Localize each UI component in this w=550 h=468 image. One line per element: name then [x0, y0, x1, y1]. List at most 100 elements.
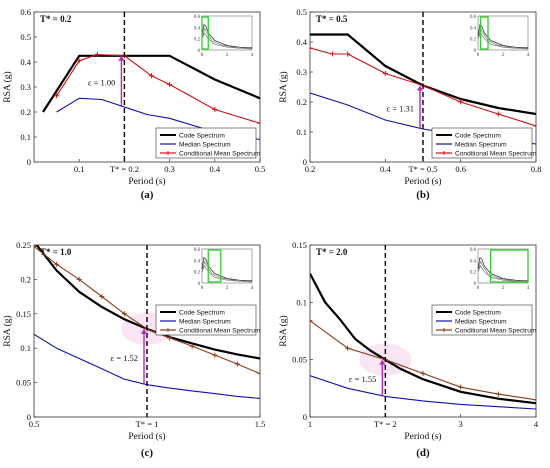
legend-label-1: Median Spectrum	[455, 319, 507, 326]
inset-frame	[477, 15, 529, 51]
inset-y-label: 0.4	[194, 26, 201, 31]
series-point	[121, 311, 127, 317]
x-tick-label: 4	[534, 419, 539, 429]
inset-y-label: 0.2	[470, 271, 477, 276]
series-point	[310, 318, 313, 324]
series-point	[310, 45, 313, 51]
inset-y-label: 0.6	[194, 248, 201, 253]
tstar-corner-label: T* = 0.2	[40, 14, 72, 24]
inset-y-label: 0	[474, 282, 477, 287]
legend-label-1: Median Spectrum	[179, 142, 231, 149]
series-point	[533, 123, 536, 129]
y-axis-title: RSA (g)	[2, 71, 13, 102]
inset-curve	[201, 27, 253, 49]
inset-frame	[477, 248, 529, 284]
tstar-corner-label: T* = 0.5	[316, 14, 348, 24]
series-line-0	[310, 273, 536, 405]
x-tick-label: T* = 1	[136, 419, 159, 429]
series-point	[212, 107, 218, 112]
inset-curve	[201, 256, 253, 282]
panel-label: (d)	[416, 447, 430, 459]
series-point	[149, 73, 155, 79]
x-tick-label: 0.3	[164, 164, 175, 174]
inset-zoom-box	[201, 16, 209, 50]
inset-y-label: 0.6	[470, 248, 477, 253]
epsilon-label: ε = 1.55	[349, 374, 377, 384]
inset-curve	[201, 265, 253, 283]
inset-x-label: 2	[502, 286, 505, 291]
series-point	[345, 51, 351, 57]
legend-label-2: Conditional Mean Spectrum	[455, 151, 537, 158]
y-tick-label: 0.1	[296, 297, 307, 307]
x-tick-label: 0.4	[209, 164, 220, 174]
inset-curve	[477, 256, 529, 282]
panel-label: (c)	[141, 447, 154, 459]
epsilon-arrowhead	[118, 55, 125, 61]
y-tick-label: 0.5	[20, 32, 31, 42]
legend-label-2: Conditional Mean Spectrum	[179, 151, 261, 158]
y-tick-label: 0.05	[292, 355, 307, 365]
inset-x-label: 0	[201, 286, 204, 291]
y-tick-label: 0.3	[20, 82, 31, 92]
x-tick-label: 0.2	[305, 164, 316, 174]
y-tick-label: 0.1	[20, 132, 31, 142]
legend-label-0: Code Spectrum	[179, 133, 225, 140]
panel-label: (b)	[416, 189, 430, 201]
series-point	[382, 71, 388, 76]
epsilon-arrowhead	[141, 328, 147, 334]
inset-x-label: 4	[527, 286, 530, 291]
inset-zoom-box	[489, 249, 529, 283]
legend-marker	[442, 151, 446, 155]
series-point	[345, 345, 351, 351]
inset-zoom-box	[207, 249, 222, 283]
inset-frame	[201, 248, 253, 284]
series-point	[234, 361, 240, 367]
x-tick-label: T* = 2	[374, 419, 397, 429]
inset-y-label: 0.4	[470, 26, 477, 31]
legend-label-1: Median Spectrum	[179, 319, 231, 326]
y-tick-label: 0.6	[20, 7, 31, 17]
x-axis-title: Period (s)	[404, 176, 441, 187]
x-tick-label: T* = 0.5	[408, 164, 437, 174]
epsilon-arrowhead	[379, 359, 386, 365]
series-point	[189, 343, 195, 349]
inset-y-label: 0	[198, 282, 201, 287]
epsilon-arrowhead	[417, 85, 423, 91]
chart-panel-3: 0 0.05 0.1 0.15 1 T* = 2 3 4 Period (s) RSA (g) T*…	[278, 240, 539, 459]
inset-frame	[201, 15, 253, 51]
series-line-1	[310, 375, 536, 410]
series-point	[458, 384, 464, 390]
series-point	[533, 397, 536, 403]
series-point	[54, 261, 60, 267]
tstar-corner-label: T* = 2.0	[316, 247, 348, 257]
inset-y-label: 0.6	[470, 15, 477, 20]
x-tick-label: 0.8	[531, 164, 542, 174]
y-tick-label: 0	[27, 157, 31, 167]
chart-panel-2: 0 0.05 0.1 0.15 0.2 0.25 0.5 T* = 1 1.5 Period (s…	[2, 240, 265, 459]
y-tick-label: 0.15	[16, 309, 31, 319]
y-tick-label: 0.4	[296, 37, 307, 47]
x-tick-label: 0.6	[455, 164, 466, 174]
legend-label-2: Conditional Mean Spectrum	[179, 328, 261, 335]
legend-marker	[166, 151, 170, 155]
legend-label-1: Median Spectrum	[455, 142, 507, 149]
inset-curve	[201, 260, 253, 282]
epsilon-label: ε = 1.31	[387, 103, 415, 113]
chart-panel-0: 0 0.1 0.2 0.3 0.4 0.5 0.6 0.1 T* = 0.2 0.3 0.4 0.5 P…	[2, 7, 265, 201]
y-tick-label: 0.3	[296, 67, 307, 77]
inset-x-label: 2	[502, 53, 505, 58]
x-tick-label: 3	[459, 419, 463, 429]
y-tick-label: 0.2	[20, 274, 31, 284]
legend-marker	[442, 328, 446, 332]
series-point	[420, 370, 426, 376]
inset-plot: 0 0.2 0.4 0.6 0 2 4	[470, 15, 530, 58]
inset-y-label: 0.4	[470, 259, 477, 264]
inset-x-label: 2	[226, 286, 229, 291]
inset-x-label: 4	[251, 53, 254, 58]
legend-marker	[166, 328, 170, 332]
series-point	[330, 51, 336, 57]
y-tick-label: 0.2	[20, 107, 31, 117]
y-axis-title: RSA (g)	[278, 315, 289, 346]
inset-curve	[477, 260, 529, 282]
